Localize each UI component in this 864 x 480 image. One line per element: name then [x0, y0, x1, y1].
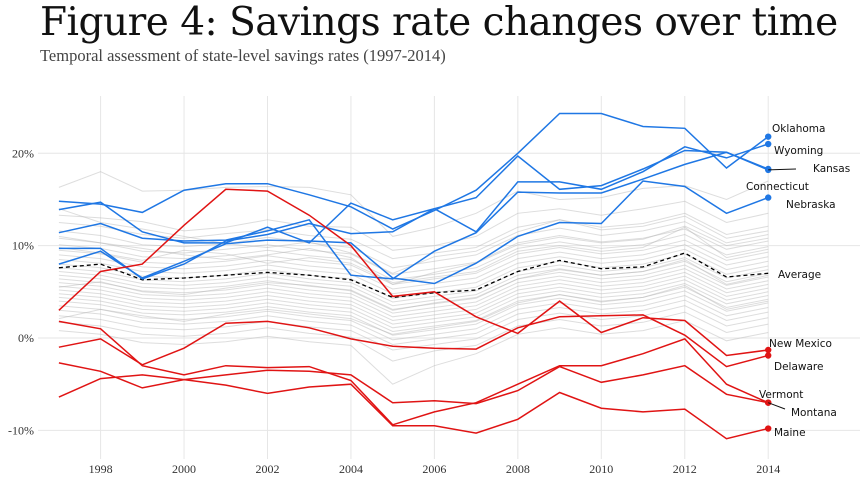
background-series-line	[58, 226, 769, 284]
background-series-line	[58, 299, 769, 346]
end-labels-group: Oklahoma Wyoming Kansas Connecticut Nebraska…	[746, 123, 850, 439]
y-tick-label-2: 10%	[12, 239, 34, 253]
background-series-line	[58, 311, 769, 362]
background-series-line	[58, 260, 769, 307]
background-series-line	[58, 225, 769, 285]
background-series-line	[58, 294, 769, 341]
end-point-oklahoma	[765, 133, 772, 140]
x-tick-label-2004: 2004	[339, 462, 363, 476]
x-tick-label-1998: 1998	[89, 462, 113, 476]
grid-lines	[38, 96, 860, 459]
end-point-delaware	[765, 352, 772, 359]
series-line-kansas	[58, 149, 769, 280]
label-leader-kansas	[768, 168, 797, 171]
background-series-line	[58, 268, 769, 314]
x-tick-label-2010: 2010	[589, 462, 613, 476]
series-line-delaware	[58, 314, 769, 368]
background-series-group	[58, 171, 769, 385]
chart-subtitle: Temporal assessment of state-level savin…	[40, 46, 446, 65]
background-series-line	[58, 228, 769, 275]
end-label-vermont: Vermont	[759, 389, 803, 401]
end-label-oklahoma: Oklahoma	[772, 123, 825, 135]
axis-ticks-group: 1998 2000 2002 2004 2006 2008 2010 2012 2014 -10%…	[8, 146, 780, 476]
end-label-delaware: Delaware	[774, 361, 823, 373]
series-line-montana	[58, 362, 769, 405]
series-line-maine	[58, 374, 769, 440]
background-series-line	[58, 258, 769, 311]
end-label-wyoming: Wyoming	[774, 145, 823, 157]
background-series-line	[58, 244, 769, 290]
end-point-wyoming	[765, 140, 772, 148]
background-series-line	[58, 212, 769, 260]
label-leader-montana	[768, 402, 786, 410]
label-leaders-group	[768, 168, 797, 410]
background-series-line	[58, 319, 769, 385]
chart-title: Figure 4: Savings rate changes over time	[40, 0, 838, 45]
x-tick-label-2014: 2014	[756, 462, 780, 476]
background-series-line	[58, 275, 769, 322]
end-point-new-mexico	[765, 346, 772, 354]
end-label-average: Average	[778, 269, 821, 281]
background-series-line	[58, 233, 769, 281]
series-line-wyoming	[58, 143, 769, 244]
end-label-montana: Montana	[791, 407, 837, 419]
end-label-connecticut: Connecticut	[746, 181, 809, 193]
background-series-line	[58, 286, 769, 333]
end-point-connecticut	[765, 165, 772, 173]
series-line-vermont	[58, 320, 769, 426]
background-series-line	[58, 284, 769, 335]
series-line-nebraska	[58, 180, 769, 285]
end-label-new-mexico: New Mexico	[769, 338, 832, 350]
x-tick-label-2006: 2006	[422, 462, 446, 476]
end-point-nebraska	[765, 194, 772, 201]
x-tick-label-2002: 2002	[255, 462, 279, 476]
x-tick-label-2000: 2000	[172, 462, 196, 476]
end-label-nebraska: Nebraska	[786, 199, 836, 211]
end-label-kansas: Kansas	[813, 163, 850, 175]
average-series-line	[58, 252, 769, 299]
average-series-group	[58, 252, 769, 299]
highlighted-series-group	[58, 112, 769, 440]
background-series-line	[58, 257, 769, 303]
series-line-oklahoma	[58, 112, 769, 230]
x-tick-label-2008: 2008	[506, 462, 530, 476]
background-series-line	[58, 282, 769, 329]
background-series-line	[58, 171, 769, 237]
series-line-connecticut	[58, 151, 769, 280]
background-series-line	[58, 248, 769, 295]
background-series-line	[58, 271, 769, 318]
y-tick-label-0: -10%	[8, 423, 34, 437]
y-tick-label-1: 0%	[18, 331, 34, 345]
x-tick-label-2012: 2012	[673, 462, 697, 476]
background-series-line	[58, 200, 769, 251]
background-series-line	[58, 264, 769, 310]
background-series-line	[58, 279, 769, 325]
end-label-maine: Maine	[774, 427, 806, 439]
y-tick-label-3: 20%	[12, 146, 34, 160]
background-series-line	[58, 290, 769, 336]
end-point-maine	[765, 425, 772, 432]
